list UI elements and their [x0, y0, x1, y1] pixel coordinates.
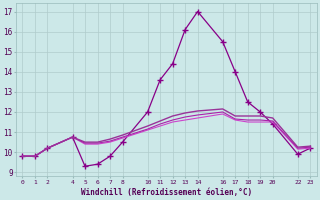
X-axis label: Windchill (Refroidissement éolien,°C): Windchill (Refroidissement éolien,°C)	[81, 188, 252, 197]
